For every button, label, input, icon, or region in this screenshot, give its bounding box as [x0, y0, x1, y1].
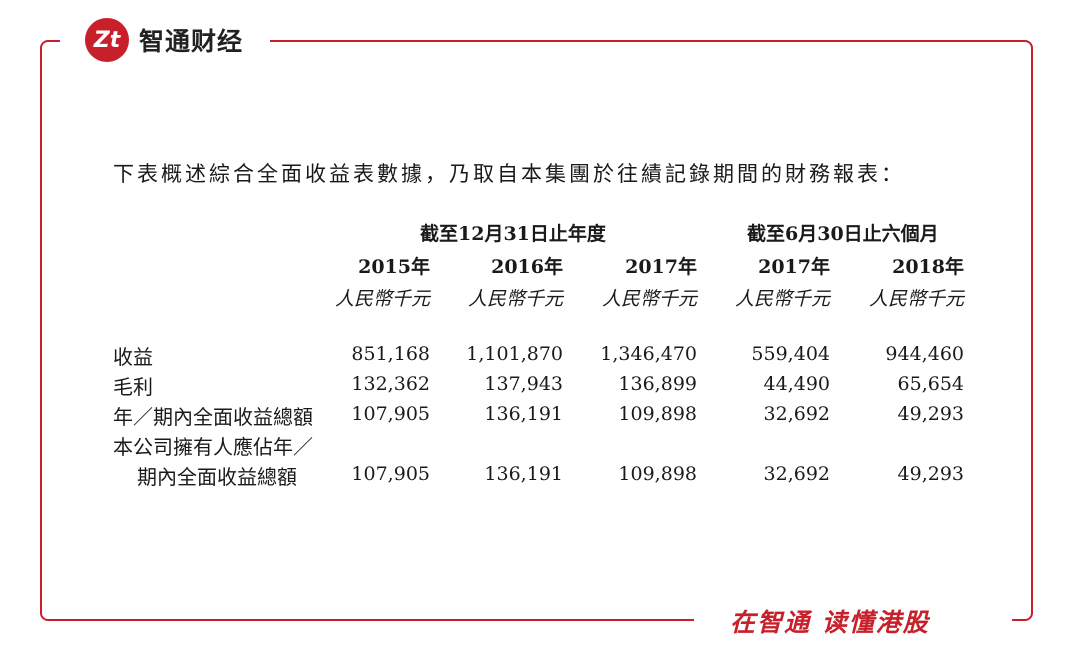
table-cell: 136,191 [484, 403, 563, 425]
row-label: 年／期內全面收益總額 [113, 405, 313, 429]
row-label: 期內全面收益總額 [137, 465, 297, 489]
table-cell: 1,346,470 [600, 343, 697, 365]
table-cell: 107,905 [351, 403, 430, 425]
table-cell: 109,898 [618, 463, 697, 485]
year-header: 2015年 [358, 256, 430, 278]
year-header: 2017年 [758, 256, 830, 278]
brand-logo: Zt 智通财经 [85, 18, 243, 62]
unit-label: 人民幣千元 [734, 288, 830, 310]
table-cell: 32,692 [763, 403, 830, 425]
intro-text: 下表概述綜合全面收益表數據，乃取自本集團於往績記錄期間的財務報表： [113, 162, 905, 186]
year-header: 2016年 [491, 256, 563, 278]
table-cell: 136,191 [484, 463, 563, 485]
table-cell: 136,899 [618, 373, 697, 395]
unit-label: 人民幣千元 [601, 288, 697, 310]
unit-label: 人民幣千元 [868, 288, 964, 310]
row-label: 毛利 [113, 375, 153, 399]
table-cell: 32,692 [763, 463, 830, 485]
row-label: 收益 [113, 345, 153, 369]
table-cell: 944,460 [885, 343, 964, 365]
group-header-annual: 截至12月31日止年度 [420, 223, 606, 245]
red-frame [40, 40, 1033, 621]
brand-name: 智通财经 [139, 27, 244, 56]
table-cell: 44,490 [763, 373, 830, 395]
group-header-interim: 截至6月30日止六個月 [747, 223, 939, 245]
table-cell: 49,293 [897, 463, 964, 485]
table-cell: 65,654 [897, 373, 964, 395]
table-cell: 559,404 [751, 343, 830, 365]
logo-mark-icon: Zt [85, 18, 129, 62]
table-cell: 132,362 [351, 373, 430, 395]
slogan: 在智通 读懂港股 [730, 608, 930, 637]
table-cell: 1,101,870 [466, 343, 563, 365]
table-cell: 49,293 [897, 403, 964, 425]
table-cell: 851,168 [351, 343, 430, 365]
year-header: 2017年 [625, 256, 697, 278]
table-cell: 137,943 [484, 373, 563, 395]
row-label: 本公司擁有人應佔年／ [113, 435, 313, 459]
frame-gap-bottom [694, 612, 1012, 628]
unit-label: 人民幣千元 [467, 288, 563, 310]
unit-label: 人民幣千元 [334, 288, 430, 310]
year-header: 2018年 [892, 256, 964, 278]
table-cell: 107,905 [351, 463, 430, 485]
table-cell: 109,898 [618, 403, 697, 425]
